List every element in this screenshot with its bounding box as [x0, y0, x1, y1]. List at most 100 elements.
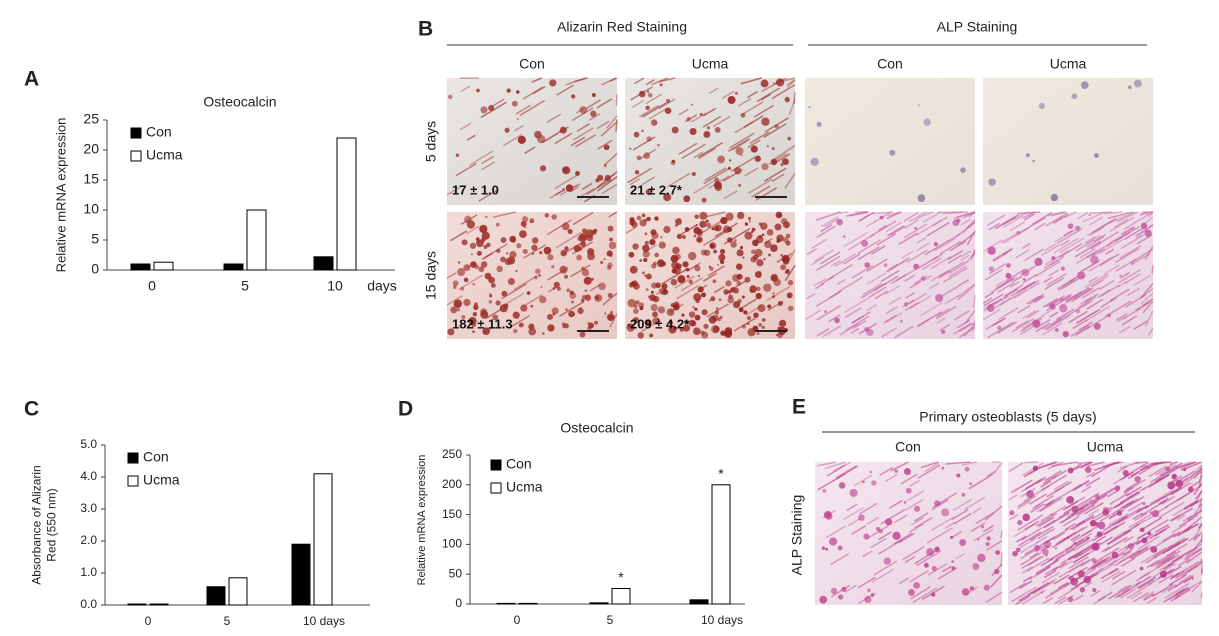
nodule	[647, 92, 653, 98]
cell-streak	[1017, 495, 1036, 508]
nodule	[472, 282, 476, 286]
cell-streak	[1169, 461, 1179, 466]
y-tick-label: 50	[449, 566, 463, 580]
cell-streak	[661, 269, 686, 285]
cell-streak	[1073, 492, 1100, 509]
cell-streak	[992, 252, 1008, 263]
cell-streak	[1084, 273, 1108, 289]
micrograph	[982, 211, 1154, 339]
cell-streak	[1170, 475, 1183, 484]
bar	[228, 577, 248, 606]
nodule	[516, 243, 522, 249]
bar	[689, 599, 709, 605]
cell-streak	[1112, 570, 1126, 580]
cell-streak	[1068, 545, 1092, 561]
cell-streak	[1056, 275, 1079, 290]
cell-streak	[903, 223, 928, 239]
cell-streak	[934, 238, 956, 252]
cell-streak	[815, 211, 841, 221]
nodule	[760, 79, 769, 88]
cell-streak	[860, 282, 887, 299]
cell-streak	[1015, 249, 1030, 259]
cell-streak	[1148, 525, 1171, 540]
cell-streak	[1024, 478, 1044, 491]
nodule	[699, 112, 703, 116]
nodule	[914, 505, 921, 512]
cell-streak	[1183, 499, 1198, 509]
nodule	[666, 308, 675, 316]
nodule	[552, 287, 556, 290]
nodule	[742, 324, 746, 329]
cell-streak	[737, 97, 752, 107]
cell-streak	[816, 255, 841, 271]
cell-streak	[971, 251, 976, 257]
nodule	[763, 283, 772, 292]
nodule	[453, 285, 457, 289]
cell-streak	[1109, 492, 1130, 506]
cell-streak	[1053, 480, 1069, 491]
cell-streak	[731, 139, 749, 151]
nodule	[706, 222, 712, 228]
cell-streak	[997, 321, 1018, 334]
cell-streak	[576, 123, 590, 132]
nodule	[933, 242, 938, 247]
cell-streak	[883, 314, 897, 324]
y-tick-label: 15	[83, 171, 99, 187]
nodule	[654, 216, 659, 221]
cell-streak	[503, 133, 523, 147]
cell-streak	[826, 464, 846, 477]
cell-streak	[1002, 216, 1017, 226]
cell-streak	[1137, 535, 1160, 550]
cell-streak	[1139, 211, 1150, 216]
cell-streak	[1119, 472, 1132, 481]
nodule	[579, 331, 586, 338]
cell-streak	[1115, 247, 1140, 264]
cell-streak	[1117, 584, 1138, 598]
cell-streak	[879, 466, 894, 477]
cell-streak	[1092, 554, 1116, 570]
nodule	[584, 289, 588, 292]
cell-streak	[1178, 574, 1192, 584]
cell-streak	[1142, 300, 1154, 314]
cell-streak	[1008, 462, 1024, 473]
micrograph	[446, 77, 618, 205]
nodule	[1075, 225, 1081, 231]
nodule	[695, 298, 700, 304]
cell-streak	[1144, 245, 1154, 261]
nodule	[1071, 505, 1079, 513]
nodule	[842, 235, 846, 238]
cell-streak	[1114, 588, 1131, 599]
cell-streak	[549, 190, 562, 199]
nodule	[492, 314, 499, 321]
cell-streak	[1081, 485, 1092, 493]
nodule	[649, 333, 654, 338]
cell-streak	[816, 225, 836, 239]
cell-streak	[793, 92, 796, 105]
cell-streak	[1122, 581, 1141, 593]
cell-streak	[1159, 555, 1184, 571]
cell-streak	[1021, 462, 1044, 477]
nodule	[591, 93, 596, 98]
nodule	[736, 274, 742, 280]
nodule	[908, 588, 915, 596]
nodule	[533, 275, 538, 280]
nodule	[1127, 85, 1132, 90]
nodule	[725, 280, 732, 287]
cell-streak	[1019, 537, 1037, 549]
nodule	[1092, 587, 1097, 593]
cell-streak	[1000, 231, 1021, 244]
cell-streak	[559, 300, 585, 317]
cell-streak	[1088, 276, 1098, 284]
cell-streak	[824, 461, 846, 470]
cell-streak	[1051, 211, 1065, 217]
cell-streak	[1078, 567, 1097, 580]
nodule	[496, 248, 501, 253]
cell-streak	[901, 250, 914, 259]
cell-streak	[1017, 514, 1044, 531]
cell-streak	[996, 277, 1014, 289]
nodule	[500, 256, 506, 263]
cell-streak	[1030, 503, 1045, 513]
nodule	[711, 314, 719, 322]
cell-streak	[1138, 564, 1163, 580]
nodule	[1122, 470, 1129, 477]
